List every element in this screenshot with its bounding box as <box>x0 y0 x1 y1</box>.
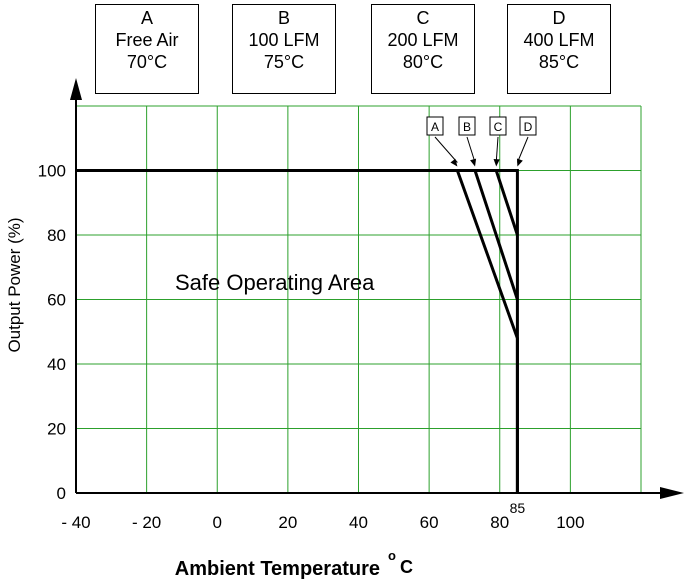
condition-temp: 80°C <box>402 52 444 72</box>
series-tag-pointer <box>466 136 476 163</box>
series-tag-pointer <box>495 136 499 163</box>
series-tag-label: D <box>524 120 533 134</box>
x-axis-label: Ambient Temperature <box>175 558 380 580</box>
condition-airflow: 200 LFM <box>387 30 459 50</box>
x-tick-label: 40 <box>349 513 368 532</box>
condition-box-a: A Free Air 70°C <box>95 4 199 94</box>
series-lines <box>76 169 519 493</box>
y-tick-label: 60 <box>47 291 66 310</box>
ticks: 0 20 40 60 80 100 - 40 - 20 0 20 40 60 80 100 85 <box>38 162 585 533</box>
condition-box-d: D 400 LFM 85°C <box>507 4 611 94</box>
series-tag-arrowhead <box>516 158 523 167</box>
condition-box-b: B 100 LFM 75°C <box>232 4 336 94</box>
x-tick-label: 20 <box>278 513 297 532</box>
x-tick-label: - 40 <box>61 513 90 532</box>
series-tag-box <box>489 116 507 136</box>
condition-code: B <box>277 8 290 28</box>
series-tag-label: C <box>494 120 503 134</box>
series-tag-pointer <box>516 136 529 163</box>
x-tick-label: 0 <box>213 513 222 532</box>
x-tick-label: - 20 <box>132 513 161 532</box>
y-axis-arrow <box>70 78 82 100</box>
safe-area-label: Safe Operating Area <box>175 270 375 295</box>
series-tag-arrowhead <box>470 158 477 167</box>
condition-airflow: 100 LFM <box>248 30 320 50</box>
condition-temp: 85°C <box>538 52 580 72</box>
y-tick-label: 100 <box>38 162 66 181</box>
series-tag-arrowhead <box>493 158 500 167</box>
x-axis-arrow <box>660 487 684 499</box>
series-line-c <box>76 169 519 236</box>
y-tick-label: 80 <box>47 226 66 245</box>
y-tick-label: 40 <box>47 355 66 374</box>
x-tick-label: 80 <box>490 513 509 532</box>
series-tag-pointer <box>434 136 458 163</box>
y-tick-label: 0 <box>57 484 66 503</box>
x-tick-label-extra: 85 <box>510 500 526 516</box>
series-line-d <box>76 169 519 493</box>
condition-code: D <box>552 8 566 28</box>
axes <box>70 78 684 499</box>
x-tick-label: 100 <box>556 513 584 532</box>
y-tick-label: 20 <box>47 420 66 439</box>
condition-code: C <box>416 8 430 28</box>
condition-code: A <box>140 8 153 28</box>
x-tick-label: 60 <box>420 513 439 532</box>
series-tag-box <box>519 116 537 136</box>
condition-temp: 70°C <box>126 52 168 72</box>
series-line-a <box>76 169 519 493</box>
y-axis-label: Output Power (%) <box>5 217 24 352</box>
series-markers: A B C D <box>426 116 537 167</box>
x-axis-unit: C <box>400 557 413 577</box>
condition-temp: 75°C <box>263 52 305 72</box>
series-tag-box <box>426 116 444 136</box>
series-tag-box <box>458 116 476 136</box>
series-tag-arrowhead <box>450 158 458 167</box>
series-tag-label: B <box>463 120 471 134</box>
condition-airflow: Free Air <box>115 30 179 50</box>
grid <box>76 105 642 493</box>
x-axis-unit-sup: o <box>388 548 396 563</box>
series-tag-label: A <box>431 120 439 134</box>
condition-box-c: C 200 LFM 80°C <box>371 4 475 94</box>
condition-airflow: 400 LFM <box>523 30 595 50</box>
